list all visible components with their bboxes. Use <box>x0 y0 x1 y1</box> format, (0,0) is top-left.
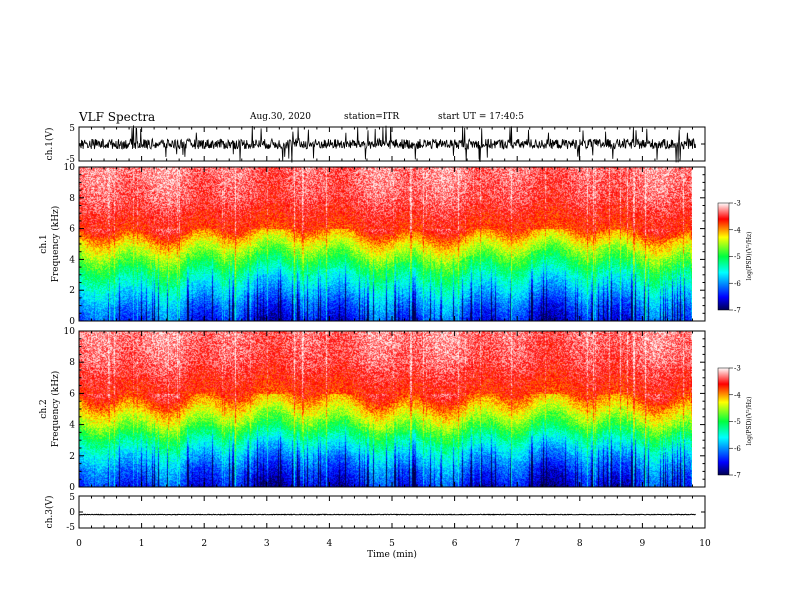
freq-ytick-label: 4 <box>69 255 75 265</box>
ch3-wave-ytick-label: -5 <box>66 523 75 533</box>
x-tick-label: 7 <box>514 539 520 549</box>
colorbar-tick-label: -5 <box>734 418 741 426</box>
ch1-spectrogram-ylabel-freq: Frequency (kHz) <box>50 206 61 283</box>
x-tick-label: 4 <box>327 539 333 549</box>
freq-ytick-label: 6 <box>69 389 75 399</box>
ch2-spectrogram-image <box>79 331 692 487</box>
freq-ytick-label: 6 <box>69 225 75 235</box>
colorbar-ticks: -3 -4 -5 -6 -7 -3 -4 -5 -6 -7 <box>729 200 741 480</box>
freq-ytick-label: 4 <box>69 421 75 431</box>
freq-ytick-label: 0 <box>69 317 75 327</box>
x-tick-label: 8 <box>577 539 583 549</box>
x-tick-label: 0 <box>76 539 82 549</box>
ch1-colorbar-label: log(PSD)(V²/Hz) <box>746 232 753 281</box>
ch1-waveform-ylabel: ch.1(V) <box>44 128 55 161</box>
ch2-colorbar-label: log(PSD)(V²/Hz) <box>746 397 753 446</box>
x-axis-label: Time (min) <box>367 549 417 560</box>
ch3-waveform-ylabel: ch.3(V) <box>44 496 55 529</box>
colorbar-tick-label: -6 <box>734 445 741 453</box>
ch2-spectrogram-ylabel-channel: ch.2 <box>39 399 49 418</box>
ch3-wave-ytick-label: 5 <box>69 493 75 503</box>
ch1-colorbar <box>717 202 730 311</box>
colorbar-tick-label: -6 <box>734 280 741 288</box>
x-tick-label: 3 <box>264 539 270 549</box>
station-label: station=ITR <box>344 112 400 122</box>
ch1-spectrogram-ylabel-channel: ch.1 <box>39 234 49 253</box>
x-tick-labels: 0 1 2 3 4 5 6 7 8 9 10 <box>76 539 711 549</box>
ch3-wave-ytick-label: 0 <box>69 508 75 518</box>
x-tick-label: 10 <box>699 539 711 549</box>
x-tick-label: 5 <box>389 539 395 549</box>
x-tick-label: 9 <box>640 539 646 549</box>
start-time-label: start UT = 17:40:5 <box>438 112 524 122</box>
colorbar-tick-label: -3 <box>734 200 741 208</box>
ch1-waveform-line <box>78 125 696 163</box>
axis-ticks <box>78 126 706 529</box>
freq-ytick-label: 2 <box>69 452 75 462</box>
ch2-colorbar <box>717 367 730 476</box>
ch2-spectrogram-ylabel-freq: Frequency (kHz) <box>50 371 61 448</box>
x-tick-label: 1 <box>139 539 145 549</box>
freq-ytick-label: 8 <box>69 194 75 204</box>
x-tick-label: 2 <box>201 539 207 549</box>
ch1-wave-ytick-label: -5 <box>66 155 75 165</box>
colorbar-tick-label: -5 <box>734 253 741 261</box>
colorbar-tick-label: -7 <box>734 307 741 315</box>
ch1-spectrogram-image <box>79 167 692 321</box>
colorbar-tick-label: -7 <box>734 472 741 480</box>
x-tick-label: 6 <box>452 539 458 549</box>
freq-ytick-label: 10 <box>64 163 76 173</box>
date-label: Aug.30, 2020 <box>250 112 311 122</box>
colorbar-tick-label: -3 <box>734 365 741 373</box>
colorbar-tick-label: -4 <box>734 226 741 234</box>
colorbar-tick-label: -4 <box>734 391 741 399</box>
freq-ytick-label: 2 <box>69 286 75 296</box>
freq-ytick-label: 8 <box>69 358 75 368</box>
ch3-waveform-line <box>78 513 696 516</box>
freq-ytick-label: 10 <box>64 327 76 337</box>
chart-title: VLF Spectra <box>79 110 156 124</box>
ch1-wave-ytick-label: 5 <box>69 124 75 134</box>
freq-ytick-label: 0 <box>69 483 75 493</box>
